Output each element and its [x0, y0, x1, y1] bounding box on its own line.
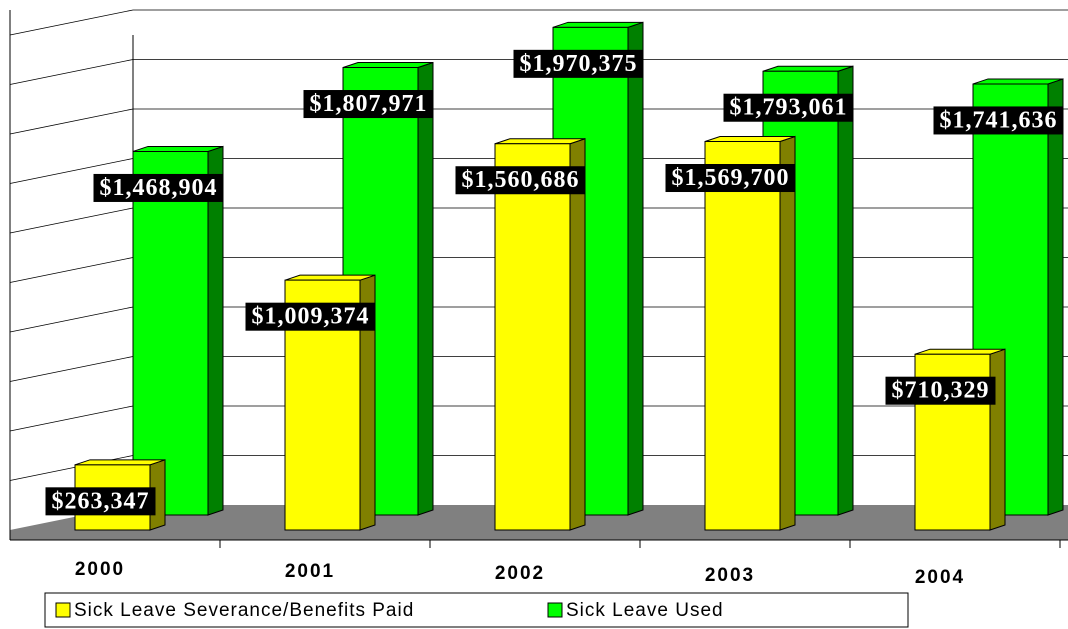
x-tick-label: 2004	[915, 567, 965, 588]
grid-line	[9, 59, 1068, 85]
bar	[494, 138, 586, 531]
bar-face	[627, 21, 644, 516]
legend-label: Sick Leave Severance/Benefits Paid	[74, 600, 414, 621]
bar-face	[494, 138, 586, 145]
value-label: $1,569,700	[672, 165, 790, 191]
value-label-box	[93, 173, 224, 202]
value-label-box	[513, 49, 644, 78]
bar-face	[342, 62, 434, 69]
x-tick-label: 2001	[285, 561, 335, 582]
x-tick-label: 2003	[705, 565, 755, 586]
value-label: $1,468,904	[100, 175, 218, 201]
value-label-box	[723, 93, 854, 122]
value-label: $1,009,374	[252, 304, 370, 330]
bar	[704, 135, 796, 531]
value-label: $710,329	[892, 378, 990, 404]
bar-face	[779, 135, 796, 531]
bar-face	[972, 78, 1064, 85]
value-label: $1,793,061	[730, 95, 848, 121]
value-label: $263,347	[52, 488, 150, 514]
legend-label: Sick Leave Used	[566, 600, 724, 621]
bar-face	[132, 150, 209, 516]
value-label: $1,560,686	[462, 167, 580, 193]
bar-face	[552, 21, 644, 28]
bar-face	[762, 65, 854, 72]
bar-face	[74, 459, 166, 466]
bar-face	[569, 138, 586, 531]
bar-face	[494, 143, 571, 531]
x-tick-label: 2002	[495, 563, 545, 584]
bar-face	[284, 279, 361, 531]
bar-face	[914, 348, 1006, 355]
value-label: $1,970,375	[520, 51, 638, 77]
bar-face	[284, 274, 376, 281]
bar-face	[132, 145, 224, 152]
value-label-box	[245, 302, 376, 331]
bar-face	[704, 140, 781, 531]
legend-swatch	[55, 602, 71, 618]
bar-face	[417, 61, 434, 516]
value-label-box	[933, 106, 1064, 135]
bar	[284, 274, 376, 531]
value-label-box	[455, 166, 586, 195]
value-label-box	[45, 487, 156, 516]
bar-face	[837, 65, 854, 516]
value-label: $1,807,971	[310, 91, 428, 117]
bar-face	[1047, 78, 1064, 516]
bar-face	[989, 348, 1006, 531]
legend	[44, 592, 909, 628]
value-label-box	[885, 376, 996, 405]
bar-face	[704, 135, 796, 142]
bar	[914, 348, 1006, 531]
legend-swatch	[547, 602, 563, 618]
grid-line	[9, 9, 1068, 36]
x-tick-label: 2000	[75, 559, 125, 580]
value-label: $1,741,636	[940, 107, 1058, 133]
bar	[132, 145, 224, 516]
value-label-box	[303, 90, 434, 119]
value-label-box	[665, 163, 796, 193]
